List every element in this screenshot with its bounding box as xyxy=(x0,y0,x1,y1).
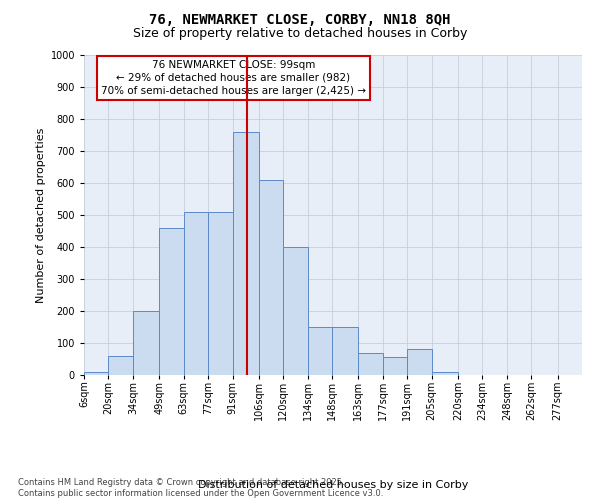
Bar xyxy=(407,350,432,375)
Bar xyxy=(133,311,159,375)
Bar xyxy=(332,327,358,375)
Text: 76, NEWMARKET CLOSE, CORBY, NN18 8QH: 76, NEWMARKET CLOSE, CORBY, NN18 8QH xyxy=(149,12,451,26)
Bar xyxy=(432,372,458,375)
Bar xyxy=(259,180,283,375)
Text: 76 NEWMARKET CLOSE: 99sqm
← 29% of detached houses are smaller (982)
70% of semi: 76 NEWMARKET CLOSE: 99sqm ← 29% of detac… xyxy=(101,60,366,96)
Bar xyxy=(283,247,308,375)
Bar xyxy=(159,228,184,375)
Bar xyxy=(208,212,233,375)
Bar xyxy=(233,132,259,375)
Bar xyxy=(184,212,208,375)
Bar xyxy=(383,358,407,375)
Bar xyxy=(109,356,133,375)
Bar xyxy=(358,352,383,375)
Y-axis label: Number of detached properties: Number of detached properties xyxy=(37,128,46,302)
Bar xyxy=(84,372,109,375)
Text: Contains HM Land Registry data © Crown copyright and database right 2025.
Contai: Contains HM Land Registry data © Crown c… xyxy=(18,478,383,498)
Text: Distribution of detached houses by size in Corby: Distribution of detached houses by size … xyxy=(198,480,468,490)
Text: Size of property relative to detached houses in Corby: Size of property relative to detached ho… xyxy=(133,28,467,40)
Bar xyxy=(308,327,332,375)
